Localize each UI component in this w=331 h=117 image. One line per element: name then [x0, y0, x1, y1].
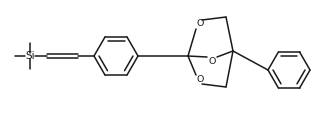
Text: O: O — [196, 20, 204, 29]
Text: O: O — [208, 57, 216, 66]
Text: Si: Si — [25, 51, 35, 61]
Text: O: O — [196, 75, 204, 84]
